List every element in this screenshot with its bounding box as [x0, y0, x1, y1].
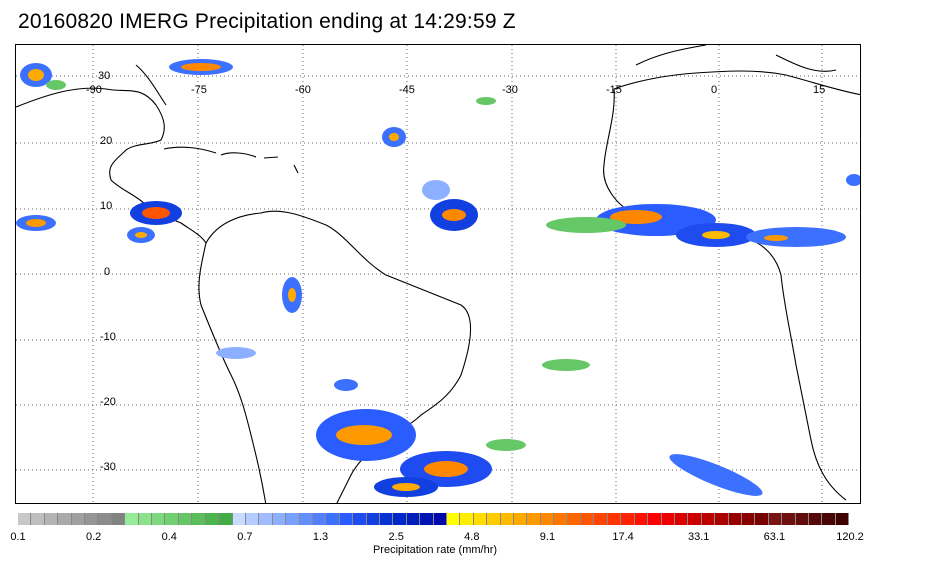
colorbar-swatch: [822, 513, 836, 525]
colorbar-swatch: [299, 513, 313, 525]
colorbar-swatch: [205, 513, 220, 525]
colorbar-tick-label: 1.3: [312, 531, 329, 543]
colorbar-swatch: [165, 513, 179, 525]
colorbar-swatch: [741, 513, 756, 525]
colorbar-swatch: [245, 513, 260, 525]
colorbar-swatch: [393, 513, 407, 525]
colorbar-tick-label: 17.4: [612, 531, 634, 543]
colorbar-swatch: [715, 513, 729, 525]
coastlines: [16, 45, 860, 503]
colorbar-caption: Precipitation rate (mm/hr): [372, 544, 498, 556]
colorbar-swatch: [259, 513, 273, 525]
colorbar-tick-label: 0.1: [10, 531, 26, 543]
lon-label-15w: -15: [606, 84, 622, 96]
colorbar-swatch: [232, 513, 246, 525]
colorbar-swatch: [567, 513, 582, 525]
colorbar-swatch: [581, 513, 595, 525]
lat-label-10s: -10: [100, 331, 116, 343]
lon-label-45w: -45: [399, 84, 415, 96]
lat-label-20s: -20: [100, 396, 116, 408]
colorbar-swatch: [487, 513, 501, 525]
lat-label-30s: -30: [100, 461, 116, 473]
colorbar-swatch: [540, 513, 555, 525]
colorbar-swatch: [648, 513, 662, 525]
colorbar-tick-label: 4.8: [464, 531, 480, 543]
colorbar-swatch: [835, 513, 850, 525]
colorbar-swatch: [125, 513, 139, 525]
lat-label-20n: 20: [100, 135, 113, 147]
colorbar-swatch: [728, 513, 742, 525]
colorbar-tick-label: 0.2: [85, 531, 102, 543]
lon-label-15e: 15: [813, 84, 826, 96]
colorbar-swatch: [527, 513, 541, 525]
lon-label-30w: -30: [502, 84, 518, 96]
colorbar-tick-label: 33.1: [688, 531, 710, 543]
colorbar-swatch: [219, 513, 233, 525]
colorbar-swatch: [111, 513, 126, 525]
colorbar-swatch: [192, 513, 206, 525]
colorbar-swatch: [514, 513, 528, 525]
colorbar-swatch: [634, 513, 649, 525]
colorbar-swatch: [594, 513, 608, 525]
precipitation-map: -90 -75 -60 -45 -30 -15 0 15 30 20 10 0 …: [15, 44, 861, 504]
colorbar-swatch: [353, 513, 367, 525]
colorbar-swatch: [688, 513, 702, 525]
colorbar-swatch: [621, 513, 635, 525]
colorbar-swatch: [58, 513, 72, 525]
colorbar-swatch: [138, 513, 153, 525]
colorbar-swatch: [339, 513, 354, 525]
colorbar-tick-label: 0.7: [237, 531, 253, 543]
colorbar-swatch: [460, 513, 474, 525]
lon-label-90w: -90: [86, 84, 102, 96]
colorbar-swatch: [447, 513, 461, 525]
lon-label-0: 0: [711, 84, 718, 96]
lat-label-10n: 10: [100, 200, 113, 212]
graticule: [16, 45, 860, 503]
colorbar-swatch: [178, 513, 193, 525]
colorbar-swatch: [808, 513, 823, 525]
lon-label-60w: -60: [295, 84, 311, 96]
lon-label-75w: -75: [191, 84, 207, 96]
colorbar-swatch: [433, 513, 447, 525]
colorbar-swatch: [379, 513, 394, 525]
colorbar-swatch: [326, 513, 340, 525]
colorbar-swatch: [500, 513, 515, 525]
colorbar-swatch: [98, 513, 112, 525]
colorbar-swatch: [768, 513, 783, 525]
colorbar-tick-label: 9.1: [539, 531, 556, 543]
map-title: 20160820 IMERG Precipitation ending at 1…: [18, 10, 516, 33]
colorbar-tick-label: 2.5: [388, 531, 404, 543]
lat-label-0: 0: [104, 266, 111, 278]
colorbar-swatch: [152, 513, 166, 525]
colorbar-tick-label: 63.1: [763, 531, 786, 543]
lat-label-30n: 30: [98, 70, 111, 82]
colorbar-swatch: [366, 513, 380, 525]
colorbar-swatch: [286, 513, 300, 525]
colorbar-swatch: [674, 513, 689, 525]
colorbar-swatch: [85, 513, 99, 525]
colorbar-swatch: [782, 513, 796, 525]
colorbar-swatch: [607, 513, 622, 525]
colorbar-swatch: [71, 513, 86, 525]
colorbar-swatch: [701, 513, 716, 525]
colorbar-swatch: [31, 513, 45, 525]
colorbar-swatch: [44, 513, 59, 525]
map-canvas: [16, 45, 860, 503]
colorbar-swatch: [554, 513, 568, 525]
colorbar-swatch: [18, 513, 32, 525]
colorbar-swatch: [420, 513, 434, 525]
colorbar-swatch: [755, 513, 769, 525]
colorbar-swatch: [312, 513, 327, 525]
precipitation-colorbar: [18, 513, 850, 525]
colorbar-tick-label: 0.4: [161, 531, 177, 543]
colorbar-swatch: [795, 513, 809, 525]
precipitation-cells: [16, 59, 860, 497]
colorbar-swatch: [272, 513, 287, 525]
colorbar-tick-label: 120.2: [836, 531, 864, 543]
colorbar-swatch: [473, 513, 488, 525]
colorbar-swatch: [406, 513, 421, 525]
colorbar-swatch: [661, 513, 675, 525]
